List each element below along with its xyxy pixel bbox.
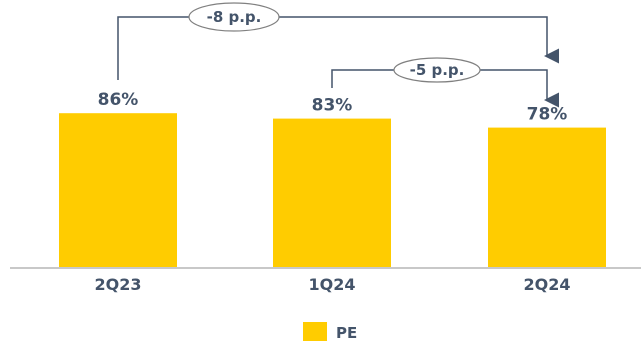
- bar-2q24: [488, 127, 606, 268]
- x-tick-label-1q24: 1Q24: [309, 275, 356, 294]
- legend: PE: [303, 322, 357, 342]
- value-label-2q23: 86%: [98, 90, 139, 110]
- change-label-1: -8 p.p.: [207, 8, 262, 26]
- change-label-2: -5 p.p.: [410, 61, 465, 79]
- change-badge-2: [393, 57, 481, 83]
- x-tick-label-2q23: 2Q23: [95, 275, 142, 294]
- bar-2q23: [59, 113, 177, 268]
- change-badge-1: [188, 2, 280, 32]
- x-tick-label-2q24: 2Q24: [524, 275, 571, 294]
- value-label-1q24: 83%: [312, 96, 353, 116]
- value-label-2q24: 78%: [527, 105, 568, 125]
- legend-swatch-pe: [303, 322, 327, 341]
- legend-label-pe: PE: [336, 324, 357, 342]
- bar-1q24: [273, 118, 391, 268]
- annotations-layer: -8 p.p. -5 p.p.: [117, 2, 559, 108]
- change-arrow-1: [117, 16, 559, 80]
- bars-layer: [59, 113, 606, 268]
